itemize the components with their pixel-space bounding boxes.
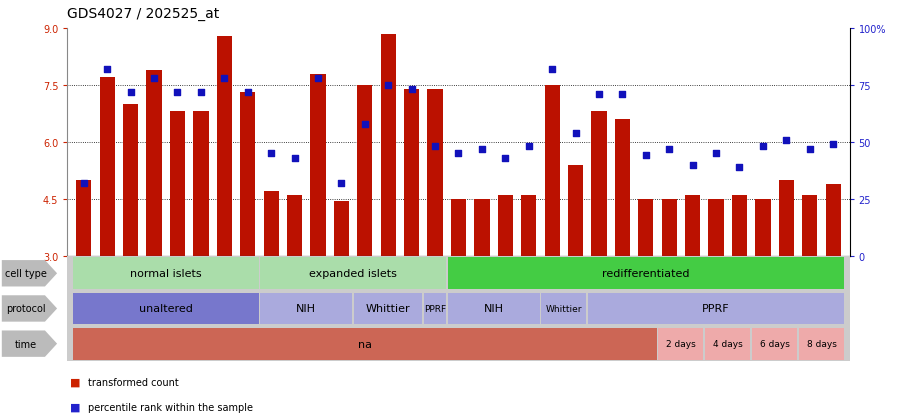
Text: protocol: protocol [6,304,46,314]
Text: Whittier: Whittier [546,304,583,313]
Point [592,91,606,98]
Text: GDS4027 / 202525_at: GDS4027 / 202525_at [67,7,219,21]
Bar [545,85,560,256]
Bar [825,184,841,256]
Text: time: time [15,339,37,349]
Point [733,164,747,171]
Text: percentile rank within the sample: percentile rank within the sample [88,402,254,412]
Bar [427,90,442,256]
Text: NIH: NIH [484,304,503,314]
Text: unaltered: unaltered [138,304,192,314]
Point [638,153,653,159]
Point [826,141,841,148]
Point [405,87,419,93]
Text: 2 days: 2 days [666,339,696,348]
Text: 6 days: 6 days [760,339,789,348]
Point [311,76,325,82]
Point [615,91,629,98]
Point [170,89,184,96]
Point [756,144,770,150]
Point [685,162,699,169]
Point [475,146,489,152]
Text: cell type: cell type [5,268,47,279]
Point [241,89,255,96]
Bar [147,71,162,256]
Point [193,89,208,96]
Bar [170,112,185,256]
Bar [521,195,537,256]
Text: PPRF: PPRF [424,304,446,313]
Text: 4 days: 4 days [713,339,743,348]
Bar [263,192,279,256]
Bar [451,199,466,256]
Bar [779,180,794,256]
Point [100,66,114,73]
Bar [592,112,607,256]
Bar [404,90,419,256]
Bar [334,201,349,256]
Point [451,150,466,157]
Text: NIH: NIH [297,304,316,314]
Bar [755,199,770,256]
Text: ■: ■ [70,377,81,387]
Text: expanded islets: expanded islets [309,268,397,279]
Point [334,180,349,187]
Text: transformed count: transformed count [88,377,179,387]
Bar [76,180,92,256]
Text: redifferentiated: redifferentiated [602,268,690,279]
Point [803,146,817,152]
Bar [310,74,325,256]
Bar [615,120,630,256]
Point [381,83,396,89]
Bar [662,199,677,256]
Bar [498,195,513,256]
Point [428,144,442,150]
Bar [380,35,396,256]
Text: PPRF: PPRF [702,304,730,314]
Point [358,121,372,128]
Bar [100,78,115,256]
Bar [193,112,209,256]
Text: Whittier: Whittier [366,304,411,314]
Point [123,89,138,96]
Point [147,76,161,82]
Bar [217,36,232,256]
Point [568,130,583,137]
Point [76,180,91,187]
Bar [123,104,138,256]
Point [545,66,559,73]
Bar [287,195,302,256]
Bar [708,199,724,256]
Bar [568,165,583,256]
Point [779,137,794,143]
Bar [475,199,490,256]
Point [288,155,302,161]
Point [218,76,232,82]
Text: 8 days: 8 days [806,339,836,348]
Bar [685,195,700,256]
Bar [357,85,372,256]
Point [662,146,676,152]
Bar [732,195,747,256]
Bar [240,93,255,256]
Point [709,150,724,157]
Text: na: na [358,339,372,349]
Point [498,155,512,161]
Point [521,144,536,150]
Bar [802,195,817,256]
Point [264,150,279,157]
Bar [638,199,654,256]
Text: ■: ■ [70,402,81,412]
Text: normal islets: normal islets [130,268,201,279]
